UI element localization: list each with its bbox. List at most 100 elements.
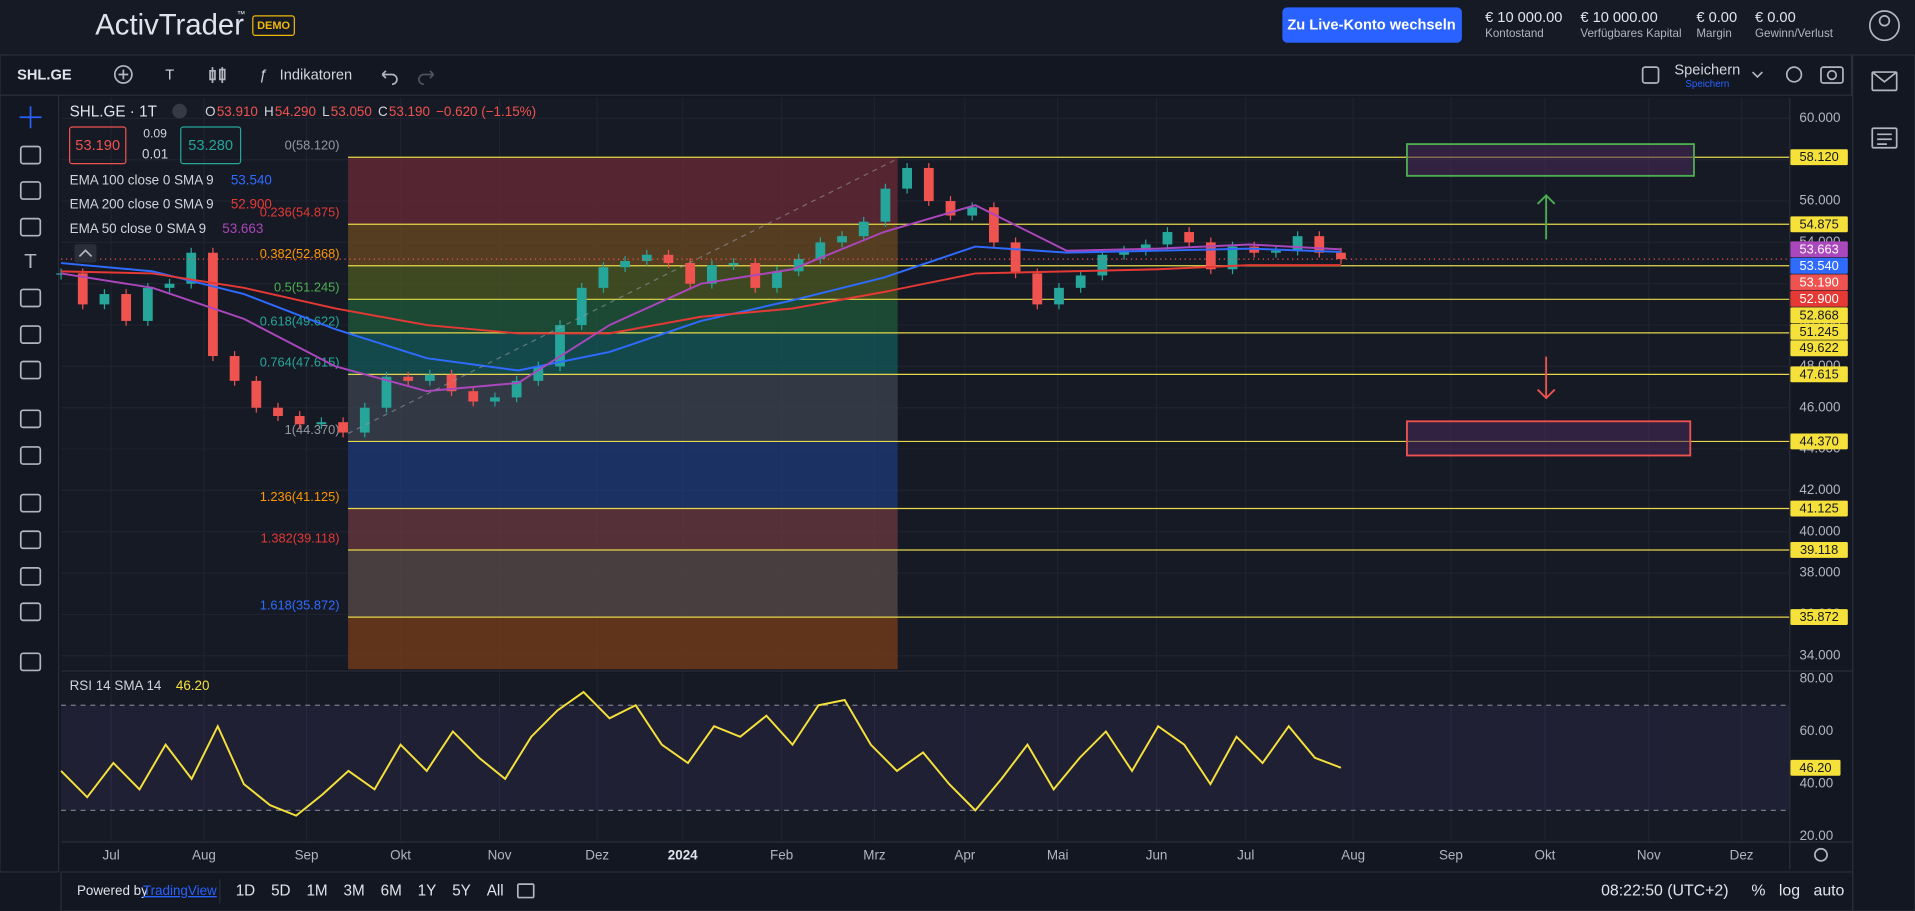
tradingview-link[interactable]: TradingView [143, 883, 217, 898]
y-tick-label: 40.000 [1799, 523, 1840, 538]
fib-label: 0.5(51.245) [274, 280, 340, 295]
range-button[interactable]: All [487, 882, 504, 899]
target-box-down[interactable] [1407, 421, 1690, 455]
price-tag-label: 58.120 [1800, 149, 1839, 164]
price-tag-label: 39.118 [1800, 542, 1838, 557]
logo-tm: ™ [237, 9, 246, 19]
title-menu[interactable] [172, 104, 187, 119]
y-tick-label: 42.000 [1799, 482, 1840, 497]
y-tick-label: 56.000 [1799, 193, 1840, 208]
interval[interactable]: T [165, 68, 174, 84]
y-tick-label: 34.000 [1799, 647, 1840, 662]
rsi-tick-label: 60.00 [1800, 723, 1834, 738]
stat-value: € 0.00 [1755, 10, 1796, 26]
price-tag-label: 53.540 [1800, 258, 1839, 273]
x-tick-label: Dez [585, 848, 609, 863]
spread-bottom: 0.01 [142, 147, 168, 162]
fib-label: 0(58.120) [285, 138, 340, 153]
x-tick-label: Feb [770, 848, 793, 863]
candle [1032, 273, 1042, 304]
candle [295, 416, 305, 424]
save-button[interactable]: Speichern [1674, 63, 1740, 79]
price-tag-label: 51.245 [1800, 324, 1839, 339]
candle [1184, 232, 1194, 242]
stat-value: € 10 000.00 [1485, 10, 1562, 26]
price-tag-label: 44.370 [1800, 433, 1839, 448]
fib-zone [348, 617, 898, 669]
price-tag-label: 52.900 [1800, 291, 1839, 306]
candle [360, 408, 370, 433]
clock: 08:22:50 (UTC+2) [1601, 883, 1728, 900]
fib-zone [348, 157, 898, 224]
rsi-tag-label: 46.20 [1799, 760, 1831, 775]
rsi-name: RSI 14 SMA 14 [70, 678, 162, 693]
right-sidebar [1853, 55, 1915, 911]
target-box-up[interactable] [1407, 144, 1694, 176]
price-tag-label: 53.663 [1800, 241, 1839, 256]
live-button-label[interactable]: Zu Live-Konto wechseln [1287, 18, 1455, 34]
candle [902, 168, 912, 189]
range-button[interactable]: 5D [271, 882, 291, 899]
range-button[interactable]: 3M [344, 882, 365, 899]
indicator-value: 53.663 [222, 221, 263, 236]
candle [251, 381, 261, 408]
tool-icon: T [24, 250, 37, 273]
fib-label: 1(44.370) [285, 422, 340, 437]
stat-label: Verfügbares Kapital [1580, 27, 1681, 40]
indicator-value: 52.900 [231, 197, 272, 212]
fib-zone [348, 374, 898, 441]
candle [100, 294, 110, 304]
demo-label: DEMO [257, 20, 290, 32]
x-tick-label: Sep [1439, 848, 1463, 863]
tool-button[interactable]: T [24, 250, 37, 273]
axis-option[interactable]: log [1779, 883, 1800, 900]
price-tag-label: 41.125 [1800, 501, 1839, 516]
candle [338, 422, 348, 432]
fib-zone [348, 441, 898, 508]
candle [881, 189, 891, 222]
fib-label: 1.382(39.118) [261, 530, 340, 545]
y-tick-label: 38.000 [1799, 565, 1840, 580]
price-tag-label: 49.622 [1800, 340, 1839, 355]
candle [230, 356, 240, 381]
axis-option[interactable]: % [1751, 883, 1765, 900]
fx-icon: ƒ [259, 68, 267, 84]
x-tick-label: Jul [103, 848, 120, 863]
range-button[interactable]: 1M [306, 882, 327, 899]
ohlc-change: −0.620 (−1.15%) [436, 104, 536, 119]
fib-zone [348, 509, 898, 550]
rsi-tick-label: 80.00 [1800, 670, 1834, 685]
powered-by: Powered by [77, 883, 148, 898]
x-tick-label: Aug [1341, 848, 1365, 863]
range-button[interactable]: 1D [236, 882, 256, 899]
x-tick-label: Aug [192, 848, 216, 863]
rsi-tick-label: 20.00 [1800, 828, 1834, 843]
indicator-value: 53.540 [231, 172, 272, 187]
range-button[interactable]: 6M [381, 882, 402, 899]
price-tag-label: 47.615 [1800, 366, 1839, 381]
rsi-value: 46.20 [176, 678, 210, 693]
ohlc-value: 53.050 [331, 104, 372, 119]
ohlc-key: O [205, 104, 215, 119]
candle [1097, 255, 1107, 276]
ohlc-value: 53.190 [389, 104, 430, 119]
ask[interactable]: 53.280 [188, 138, 233, 154]
candle [685, 263, 695, 284]
bid[interactable]: 53.190 [75, 138, 120, 154]
toolbar [0, 55, 1851, 95]
price-tag-label: 35.872 [1800, 609, 1839, 624]
symbol[interactable]: SHL.GE [17, 68, 72, 84]
indicator-name: EMA 50 close 0 SMA 9 [70, 221, 207, 236]
range-button[interactable]: 1Y [418, 882, 437, 899]
price-tag-label: 53.190 [1800, 274, 1839, 289]
save-sub: Speichern [1685, 79, 1729, 90]
candle [967, 207, 977, 215]
x-tick-label: Dez [1730, 848, 1754, 863]
x-tick-label: Mrz [863, 848, 886, 863]
x-tick-label: Jul [1237, 848, 1254, 863]
indicators-button[interactable]: Indikatoren [280, 68, 352, 84]
range-button[interactable]: 5Y [452, 882, 471, 899]
axis-option[interactable]: auto [1813, 883, 1844, 900]
collapse-legend[interactable] [74, 244, 96, 262]
x-tick-label: Okt [390, 848, 411, 863]
